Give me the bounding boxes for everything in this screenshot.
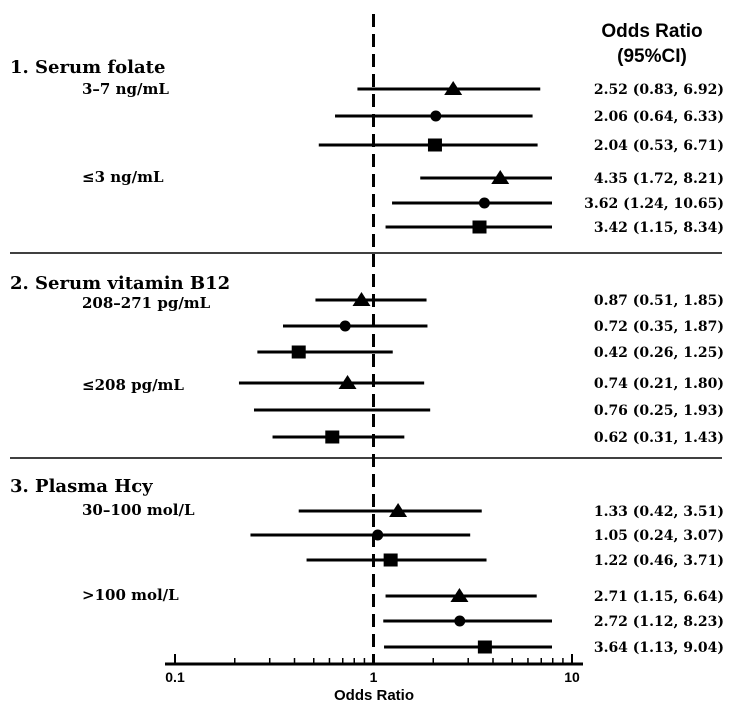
header-ci: (95%CI) xyxy=(617,46,687,67)
point-estimate-triangle xyxy=(352,292,371,306)
point-estimate-circle xyxy=(478,197,490,209)
or-ci-value: 0.74 (0.21, 1.80) xyxy=(594,376,724,392)
group-label: 208–271 pg/mL xyxy=(82,294,211,312)
or-ci-value: 1.22 (0.46, 3.71) xyxy=(594,553,724,569)
section-title: 2. Serum vitamin B12 xyxy=(10,273,230,294)
point-estimate-circle xyxy=(454,615,466,627)
or-ci-value: 2.04 (0.53, 6.71) xyxy=(594,138,724,154)
group-label: 3–7 ng/mL xyxy=(82,80,169,98)
or-ci-value: 1.05 (0.24, 3.07) xyxy=(594,528,724,544)
or-ci-value: 2.71 (1.15, 6.64) xyxy=(594,589,724,605)
group-label: ≤208 pg/mL xyxy=(82,376,184,394)
group-label: 30–100 mol/L xyxy=(82,501,195,519)
or-ci-value: 2.06 (0.64, 6.33) xyxy=(594,109,724,125)
or-ci-value: 3.42 (1.15, 8.34) xyxy=(594,220,724,236)
section-title: 3. Plasma Hcy xyxy=(10,476,153,497)
point-estimate-triangle xyxy=(444,81,463,95)
group-label: ≤3 ng/mL xyxy=(82,168,164,186)
rows-layer: 1. Serum folate 3–7 ng/mL 2.52 (0.83, 6.92… xyxy=(10,14,724,664)
x-axis-label: Odds Ratio xyxy=(334,687,414,701)
point-estimate-square xyxy=(472,220,487,234)
point-estimate-square xyxy=(383,553,398,567)
point-estimate-circle xyxy=(339,320,351,332)
point-estimate-square xyxy=(291,345,306,359)
point-estimate-square xyxy=(427,138,442,152)
point-estimate-triangle xyxy=(389,503,408,517)
point-estimate-triangle xyxy=(491,170,510,184)
x-tick-label: 0.1 xyxy=(165,669,185,685)
or-ci-value: 0.87 (0.51, 1.85) xyxy=(594,293,724,309)
or-ci-value: 0.76 (0.25, 1.93) xyxy=(594,403,724,419)
or-ci-value: 3.64 (1.13, 9.04) xyxy=(594,640,724,656)
or-ci-value: 0.42 (0.26, 1.25) xyxy=(594,345,724,361)
or-ci-value: 4.35 (1.72, 8.21) xyxy=(594,171,724,187)
or-ci-value: 0.72 (0.35, 1.87) xyxy=(594,319,724,335)
point-estimate-square xyxy=(477,640,492,654)
x-tick-label: 10 xyxy=(564,669,580,685)
or-ci-value: 2.52 (0.83, 6.92) xyxy=(594,82,724,98)
section-title: 1. Serum folate xyxy=(10,57,165,78)
or-ci-value: 1.33 (0.42, 3.51) xyxy=(594,504,724,520)
group-label: >100 mol/L xyxy=(82,586,179,604)
x-axis: 0.1 1 10 xyxy=(165,654,583,685)
or-ci-value: 2.72 (1.12, 8.23) xyxy=(594,614,724,630)
point-estimate-triangle xyxy=(450,588,469,602)
x-tick-label: 1 xyxy=(370,669,378,685)
point-estimate-triangle xyxy=(338,375,357,389)
or-ci-value: 3.62 (1.24, 10.65) xyxy=(584,196,724,212)
header-odds-ratio: Odds Ratio xyxy=(601,21,702,42)
point-estimate-square xyxy=(325,430,340,444)
point-estimate-circle xyxy=(430,110,442,122)
point-estimate-circle xyxy=(372,529,384,541)
or-ci-value: 0.62 (0.31, 1.43) xyxy=(594,430,724,446)
